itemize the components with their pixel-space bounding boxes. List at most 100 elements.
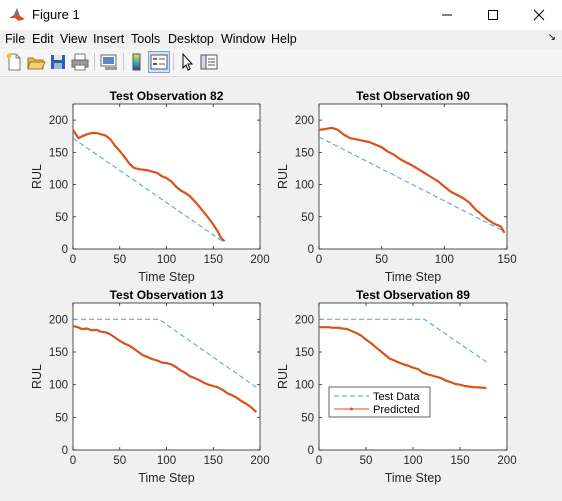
property-inspector-icon xyxy=(200,54,218,70)
y-tick-label: 100 xyxy=(295,180,314,192)
y-axis-label: RUL xyxy=(30,164,44,189)
y-tick-label: 50 xyxy=(55,412,68,424)
toolbar-separator xyxy=(173,53,174,71)
y-axis-label: RUL xyxy=(276,364,290,389)
title-bar: Figure 1 xyxy=(0,0,562,30)
y-tick-label: 100 xyxy=(295,380,314,392)
chart-title: Test Observation 90 xyxy=(356,89,470,103)
y-tick-label: 0 xyxy=(62,244,68,256)
menu-window[interactable]: Window xyxy=(221,32,266,46)
x-tick-label: 100 xyxy=(435,254,454,266)
predicted-line xyxy=(318,126,506,234)
x-tick-label: 100 xyxy=(157,455,176,467)
figure-canvas: 0 50 100 150 200 0 50 100 150 200 Test Observation… xyxy=(1,77,561,496)
menu-edit[interactable]: Edit xyxy=(32,32,54,46)
axes-3[interactable]: 0 50 100 150 200 0 50 100 150 200 Test Observation… xyxy=(30,288,270,485)
new-figure-icon xyxy=(6,53,21,71)
maximize-button[interactable] xyxy=(470,0,516,30)
y-tick-label: 0 xyxy=(308,244,314,256)
plot-area xyxy=(72,103,261,250)
x-tick-label: 0 xyxy=(70,455,76,467)
toolbar-separator xyxy=(123,53,124,71)
pointer-icon xyxy=(182,52,194,71)
menu-desktop[interactable]: Desktop xyxy=(168,32,214,46)
y-tick-label: 200 xyxy=(49,115,68,127)
link-plot-button[interactable] xyxy=(98,51,120,73)
x-axis-label: Time Step xyxy=(385,270,442,284)
y-tick-label: 0 xyxy=(308,445,314,457)
save-button[interactable] xyxy=(47,51,69,73)
plot-area xyxy=(318,103,508,250)
predicted-line xyxy=(319,326,487,389)
print-icon xyxy=(71,53,89,71)
menu-bar: File Edit View Insert Tools Desktop Wind… xyxy=(0,30,562,49)
chart-title: Test Observation 89 xyxy=(356,288,470,302)
y-tick-label: 150 xyxy=(295,147,314,159)
dock-arrow-icon[interactable]: ↘ xyxy=(547,32,556,43)
insert-colorbar-button[interactable] xyxy=(126,51,148,73)
legend-entry-label: Predicted xyxy=(373,404,419,416)
y-tick-label: 150 xyxy=(49,147,68,159)
toolbar-separator xyxy=(94,53,95,71)
y-tick-label: 200 xyxy=(295,314,314,326)
x-tick-label: 50 xyxy=(113,254,126,266)
toolbar xyxy=(0,49,562,77)
y-axis-label: RUL xyxy=(276,164,290,189)
x-tick-label: 0 xyxy=(70,254,76,266)
colorbar-icon xyxy=(132,53,141,71)
chart-title: Test Observation 13 xyxy=(110,288,224,302)
axes-2[interactable]: 0 50 100 150 0 50 100 150 200 Test Observation 90… xyxy=(276,89,517,284)
insert-legend-button[interactable] xyxy=(148,51,170,73)
menu-insert[interactable]: Insert xyxy=(93,32,125,46)
x-tick-label: 50 xyxy=(360,455,373,467)
x-tick-label: 50 xyxy=(113,455,126,467)
link-plot-icon xyxy=(100,54,117,70)
chart-title: Test Observation 82 xyxy=(110,89,224,103)
menu-tools[interactable]: Tools xyxy=(131,32,161,46)
axes-1[interactable]: 0 50 100 150 200 0 50 100 150 200 Test Observation… xyxy=(30,89,270,284)
menu-file[interactable]: File xyxy=(5,32,26,46)
legend-predicted-marker xyxy=(350,407,353,411)
test-data-line xyxy=(72,137,225,244)
edit-plot-button[interactable] xyxy=(176,51,198,73)
maximize-icon xyxy=(488,10,498,20)
legend-entry-label: Test Data xyxy=(373,391,420,403)
y-tick-label: 0 xyxy=(62,445,68,457)
x-tick-label: 0 xyxy=(316,455,322,467)
open-file-icon xyxy=(27,57,46,70)
minimize-button[interactable] xyxy=(424,0,470,30)
axes-4[interactable]: 0 50 100 150 200 0 50 100 150 200 Test Observation… xyxy=(276,288,517,485)
test-data-line xyxy=(319,318,487,363)
open-file-button[interactable] xyxy=(25,51,47,73)
plot-area xyxy=(318,302,508,451)
y-tick-label: 150 xyxy=(49,347,68,359)
predicted-line xyxy=(72,129,226,243)
window-title: Figure 1 xyxy=(32,7,80,22)
y-tick-label: 200 xyxy=(295,115,314,127)
x-axis-label: Time Step xyxy=(138,270,195,284)
predicted-line xyxy=(72,324,258,413)
legend-icon xyxy=(150,54,168,70)
x-tick-label: 100 xyxy=(157,254,176,266)
x-tick-label: 100 xyxy=(403,455,422,467)
y-axis-label: RUL xyxy=(30,364,44,389)
property-inspector-button[interactable] xyxy=(198,51,220,73)
legend-box xyxy=(328,386,431,418)
y-tick-label: 150 xyxy=(295,347,314,359)
y-tick-label: 100 xyxy=(49,180,68,192)
close-icon xyxy=(533,9,545,21)
x-tick-label: 200 xyxy=(250,455,269,467)
new-figure-button[interactable] xyxy=(3,51,25,73)
test-data-line xyxy=(73,318,257,388)
close-button[interactable] xyxy=(516,0,562,30)
y-tick-label: 200 xyxy=(49,314,68,326)
y-tick-label: 100 xyxy=(49,380,68,392)
menu-view[interactable]: View xyxy=(60,32,87,46)
menu-help[interactable]: Help xyxy=(271,32,297,46)
plot-area xyxy=(72,302,261,451)
x-tick-label: 150 xyxy=(450,455,469,467)
matlab-icon xyxy=(9,8,25,21)
x-axis-label: Time Step xyxy=(385,471,442,485)
print-button[interactable] xyxy=(69,51,91,73)
